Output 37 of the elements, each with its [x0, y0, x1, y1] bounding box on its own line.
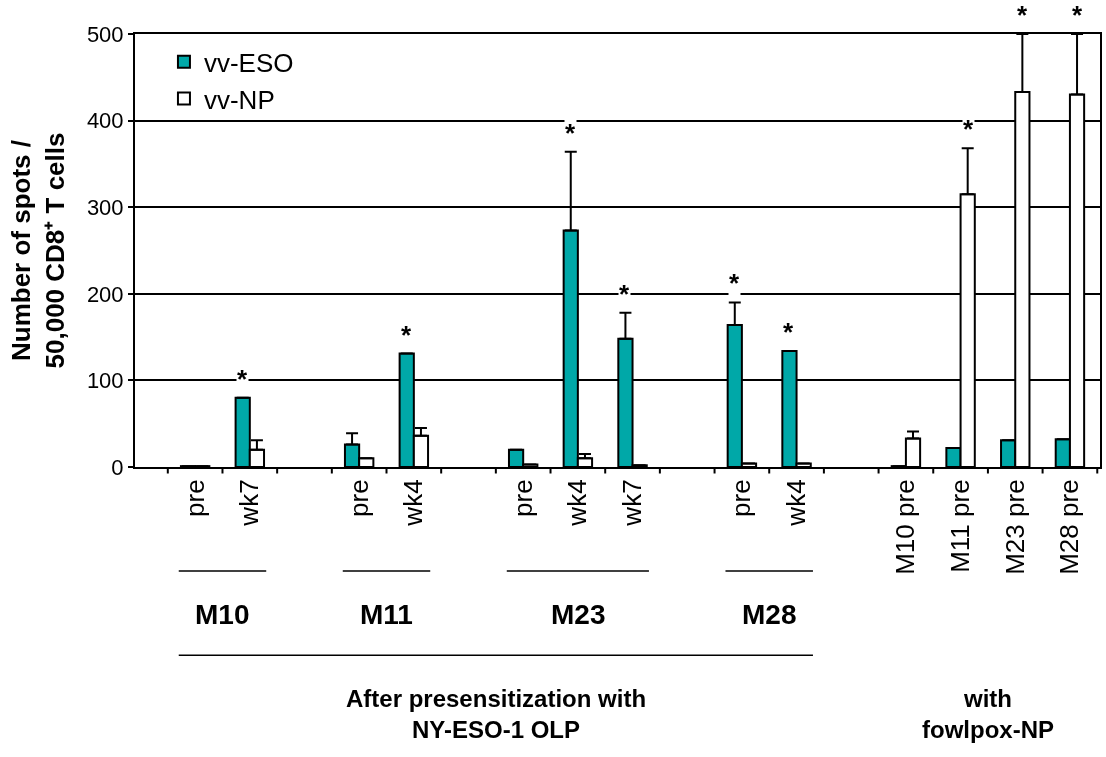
data-label: * — [1017, 0, 1028, 30]
data-label: * — [783, 317, 794, 347]
y-tick-label: 200 — [86, 281, 124, 307]
data-label: * — [1072, 0, 1083, 30]
y-tick-label: 0 — [111, 454, 124, 480]
text: M23 — [551, 599, 606, 630]
x-tick-label: pre — [507, 479, 538, 517]
data-label: * — [619, 279, 630, 309]
x-tick-label: M10 pre — [890, 479, 921, 575]
x-tick-label: wk4 — [562, 479, 593, 527]
y-tick-label: 400 — [86, 108, 124, 134]
data-label: * — [237, 364, 248, 394]
text: M11 — [360, 599, 413, 630]
legend-label: vv-ESO — [203, 47, 294, 78]
data-label: * — [963, 114, 974, 144]
y-tick-label: 100 — [86, 368, 124, 394]
x-tick-label: pre — [179, 479, 210, 517]
x-tick-label: wk7 — [616, 479, 647, 527]
text: M28 — [742, 599, 797, 630]
y-axis-title: Number of spots / 50,000 CD8⁺ T cells — [5, 132, 70, 369]
text: with fowlpox-NP — [922, 685, 1054, 744]
y-tick-label: 300 — [86, 194, 124, 220]
text: M10 — [195, 599, 250, 630]
x-tick-label: wk4 — [398, 479, 429, 527]
x-tick-label: wk4 — [781, 479, 812, 527]
text: After presensitization with NY-ESO-1 OLP — [346, 685, 647, 744]
x-tick-label: pre — [726, 479, 757, 517]
data-label: * — [401, 320, 412, 350]
y-tick-label: 500 — [86, 21, 124, 47]
x-tick-label: wk7 — [234, 479, 265, 527]
data-label: * — [729, 268, 740, 298]
data-label: * — [565, 118, 576, 148]
x-tick-label: pre — [343, 479, 374, 517]
x-tick-label: M28 pre — [1054, 479, 1085, 575]
x-tick-label: M23 pre — [999, 479, 1030, 575]
legend-label: vv-NP — [203, 84, 275, 115]
x-tick-label: M11 pre — [945, 479, 976, 573]
